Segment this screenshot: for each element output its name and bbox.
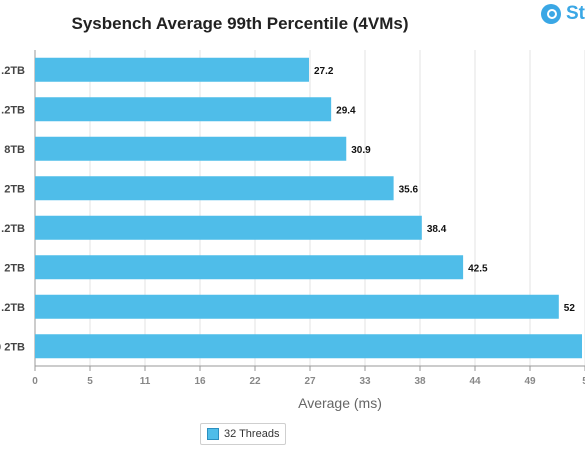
bar [35, 215, 422, 240]
x-tick-label: 22 [249, 376, 261, 387]
x-tick-label: 38 [414, 376, 426, 387]
legend-swatch [207, 428, 219, 440]
bar [35, 176, 394, 201]
y-category-label: 0 2TB [0, 341, 25, 353]
x-tick-label: 44 [469, 376, 481, 387]
y-category-label: .2TB [1, 104, 25, 116]
chart-title: Sysbench Average 99th Percentile (4VMs) [71, 14, 409, 33]
y-category-label: 8TB [4, 144, 25, 156]
bar [35, 334, 582, 359]
data-label: 27.2 [314, 66, 334, 77]
data-label: 38.4 [427, 224, 447, 235]
data-label: 52 [564, 303, 576, 314]
bar [35, 294, 559, 319]
y-category-label: .2TB [1, 223, 25, 235]
y-category-label: .2TB [1, 65, 25, 77]
y-category-label: 2TB [4, 262, 25, 274]
x-tick-label: 16 [194, 376, 206, 387]
bar [35, 57, 309, 82]
data-label: 42.5 [468, 263, 488, 274]
x-tick-label: 5 [582, 376, 585, 387]
x-tick-label: 27 [304, 376, 316, 387]
data-label: 29.4 [336, 105, 356, 116]
x-tick-label: 49 [524, 376, 536, 387]
brand-logo: St [541, 3, 585, 25]
data-label: 30.9 [351, 145, 371, 156]
legend-label: 32 Threads [224, 428, 280, 440]
x-tick-label: 11 [140, 376, 151, 387]
logo-icon [541, 4, 561, 24]
data-label: 35.6 [399, 184, 419, 195]
x-tick-label: 5 [87, 376, 93, 387]
bar [35, 136, 347, 161]
bar [35, 255, 464, 280]
x-tick-label: 33 [359, 376, 371, 387]
x-axis-title: Average (ms) [298, 395, 382, 411]
y-category-label: .2TB [1, 302, 25, 314]
legend[interactable]: 32 Threads [200, 423, 287, 445]
y-category-label: 2TB [4, 183, 25, 195]
brand-text: St [566, 3, 585, 24]
bar [35, 97, 332, 122]
x-tick-label: 0 [32, 376, 38, 387]
